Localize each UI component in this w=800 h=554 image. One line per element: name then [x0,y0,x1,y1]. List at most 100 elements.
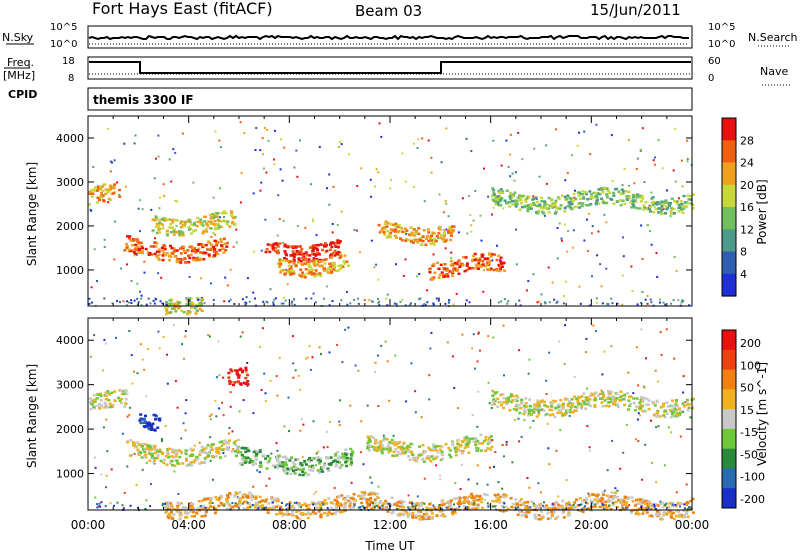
data-cell [344,498,348,501]
data-cell [605,187,609,191]
data-cell [407,450,411,453]
data-cell [331,460,335,463]
data-cell [445,273,449,276]
data-cell [413,458,417,462]
data-cell [164,312,168,316]
data-cell [106,406,110,409]
data-cell [223,242,227,245]
data-cell [264,499,268,502]
data-cell [170,226,174,229]
data-cell [522,404,526,408]
noise-cell [101,369,104,372]
data-cell [550,402,554,406]
data-cell [429,242,433,246]
noise-cell [426,289,429,292]
data-cell [145,443,149,447]
data-cell [379,445,383,448]
data-cell [578,206,581,209]
data-cell [406,515,410,519]
noise-cell [157,134,160,137]
noise-cell [107,201,110,204]
data-cell [440,500,444,503]
noise-cell [547,266,550,269]
data-cell [312,457,316,460]
data-cell [447,508,451,511]
data-cell [642,208,646,211]
data-cell [349,507,353,511]
data-cell [292,506,296,510]
data-cell [448,270,452,273]
data-cell [645,397,649,401]
data-cell [199,220,203,224]
ground-cell [518,299,521,302]
noise-cell [650,419,652,422]
noise-cell [239,121,242,124]
data-cell [609,391,613,394]
data-cell [412,228,416,231]
data-cell [446,275,450,278]
data-cell [547,196,551,200]
data-cell [453,261,457,265]
data-cell [187,218,191,222]
noise-cell [215,415,218,418]
data-cell [415,229,418,233]
data-cell [321,501,325,504]
data-cell [540,516,544,520]
noise-cell [630,265,633,268]
data-cell [255,453,259,456]
data-cell [192,223,196,227]
ground-cell [494,505,496,508]
colorbar-swatch [722,468,736,489]
data-cell [330,256,334,259]
ground-cell [203,302,206,305]
data-cell [124,398,128,401]
ground-cell [371,300,374,303]
data-cell [600,197,604,200]
data-cell [306,511,310,514]
data-cell [248,458,252,461]
data-cell [657,207,661,210]
data-cell [212,245,216,249]
data-cell [386,510,390,513]
noise-cell [281,241,284,244]
data-cell [168,514,171,518]
data-cell [447,230,450,233]
data-cell [507,396,511,399]
data-cell [290,466,294,470]
noise-cell [93,248,96,251]
noise-cell [173,470,176,473]
noise-cell [338,424,341,427]
data-cell [198,453,202,457]
data-cell [548,413,552,417]
power-data-cells [88,121,695,316]
data-cell [385,448,389,451]
data-cell [527,511,531,514]
data-cell [496,493,500,496]
data-cell [658,509,662,512]
noise-cell [637,384,640,387]
data-cell [587,204,591,207]
data-cell [370,507,374,510]
data-cell [505,202,509,205]
data-cell [184,452,188,456]
data-cell [659,517,663,521]
noise-cell [136,282,139,285]
data-cell [525,204,529,208]
data-cell [101,194,105,197]
colorbar-frame [721,329,737,509]
colorbar-tick-label: 4 [740,268,747,281]
data-cell [179,258,183,262]
data-cell [385,502,388,505]
noise-cell [340,143,343,146]
data-cell [202,230,206,233]
data-cell [338,241,341,245]
data-cell [554,406,558,409]
noise-cell [657,380,660,383]
data-cell [538,408,542,412]
data-cell [122,392,126,396]
noise-cell [420,416,423,419]
data-cell [312,261,316,264]
ground-cell [611,502,614,505]
data-cell [465,268,469,272]
